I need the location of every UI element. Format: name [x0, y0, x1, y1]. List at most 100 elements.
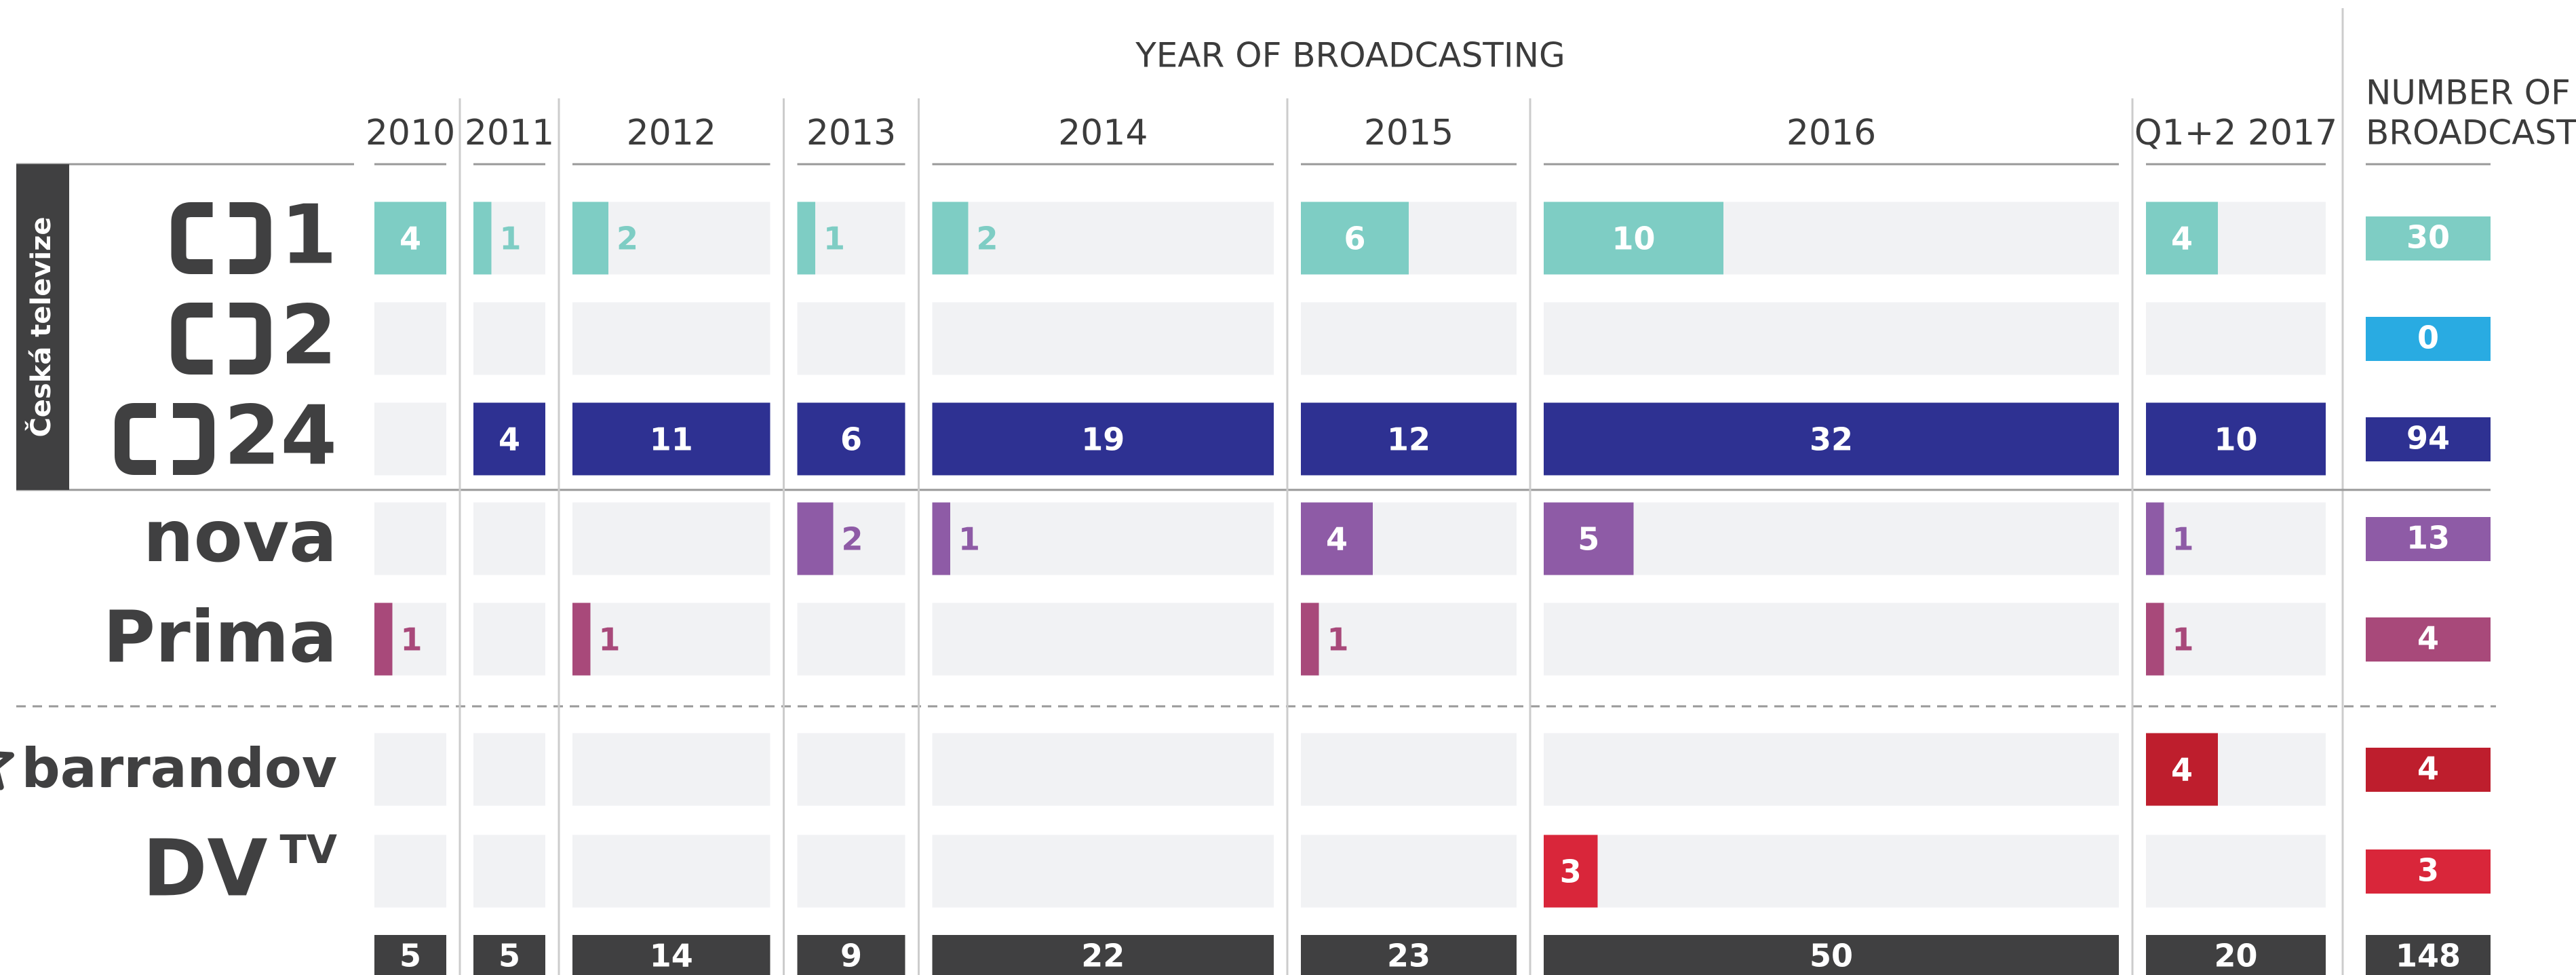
ct-logo: [115, 403, 156, 475]
cell: [1544, 502, 2119, 575]
column-total-label: 23: [1387, 938, 1430, 974]
bar: [1544, 202, 1723, 275]
bar-label: 1: [599, 622, 621, 658]
bar-label: 1: [500, 221, 522, 257]
cell: [1301, 603, 1517, 676]
cell: [797, 733, 905, 806]
total-box: [2366, 317, 2491, 361]
bar: [932, 402, 1274, 476]
grand-total-label: 148: [2396, 938, 2461, 974]
bar-label: 1: [958, 521, 980, 558]
bar-label: 2: [617, 221, 638, 257]
bar-label: 1: [2172, 521, 2194, 558]
total-label: 13: [2406, 520, 2450, 556]
bar-label: 4: [1326, 521, 1348, 558]
total-box: [2366, 617, 2491, 662]
bar-label: 1: [401, 622, 423, 658]
bar: [797, 402, 905, 476]
bar-label: 10: [2214, 421, 2257, 458]
bar: [473, 202, 492, 275]
bar-label: 1: [1327, 622, 1349, 658]
total-box: [2366, 517, 2491, 561]
column-label: 2011: [465, 113, 554, 153]
total-label: 4: [2417, 620, 2439, 657]
group-strip: [16, 164, 69, 490]
bar-label: 4: [2171, 752, 2193, 788]
bar: [1544, 502, 1634, 575]
bar-label: 2: [842, 521, 863, 558]
cell: [572, 603, 770, 676]
bar: [1544, 402, 2119, 476]
cell: [1301, 733, 1517, 806]
total-title: BROADCASTS: [2366, 113, 2576, 153]
total-label: 0: [2417, 320, 2439, 356]
total-title: NUMBER OF: [2366, 73, 2571, 113]
cell: [797, 603, 905, 676]
cell: [374, 502, 446, 575]
bar: [2146, 603, 2164, 676]
bar: [374, 202, 446, 275]
channel-label: nova: [143, 495, 337, 578]
total-label: 3: [2417, 852, 2439, 889]
cell: [932, 202, 1274, 275]
total-box: [2366, 417, 2491, 461]
column-total-label: 22: [1081, 938, 1125, 974]
cell: [1301, 302, 1517, 375]
total-box: [2366, 849, 2491, 894]
channel-label-sup: TV: [280, 826, 338, 873]
column-label: 2014: [1058, 113, 1148, 153]
channel-label: Prima: [103, 596, 337, 678]
channel-label: barrandov: [22, 737, 337, 800]
bar: [2146, 202, 2218, 275]
bar: [2146, 502, 2164, 575]
bar: [2146, 733, 2218, 806]
cell: [932, 302, 1274, 375]
bar: [1301, 202, 1409, 275]
bar-label: 4: [399, 221, 421, 257]
column-total-label: 5: [399, 938, 421, 974]
grand-total-box: [2366, 935, 2491, 975]
cell: [932, 835, 1274, 908]
cell: [473, 603, 545, 676]
ct-logo: [229, 303, 271, 375]
column-label: 2013: [806, 113, 896, 153]
total-box: [2366, 748, 2491, 792]
cell: [2146, 835, 2326, 908]
total-box: [2366, 216, 2491, 261]
column-total-label: 50: [1810, 938, 1853, 974]
column-total-box: [1301, 935, 1517, 975]
column-total-box: [572, 935, 770, 975]
bar-label: 12: [1387, 421, 1430, 458]
cell: [1544, 302, 2119, 375]
bar: [572, 603, 591, 676]
bar: [2146, 402, 2326, 476]
bar-label: 10: [1612, 221, 1655, 257]
cell: [374, 733, 446, 806]
column-total-label: 20: [2214, 938, 2257, 974]
cell: [473, 302, 545, 375]
ct-logo: [173, 403, 214, 475]
column-label: 2012: [627, 113, 716, 153]
channel-label: 24: [224, 389, 337, 484]
cell: [797, 302, 905, 375]
bar-label: 19: [1081, 421, 1125, 458]
bar-label: 6: [1344, 221, 1365, 257]
column-total-label: 14: [650, 938, 693, 974]
bar: [932, 502, 950, 575]
bar-label: 11: [650, 421, 693, 458]
cell: [2146, 302, 2326, 375]
bar-label: 5: [1578, 521, 1599, 558]
cell: [473, 733, 545, 806]
bar-label: 2: [977, 221, 998, 257]
star-logo: [0, 751, 14, 790]
cell: [374, 302, 446, 375]
column-label: 2016: [1787, 113, 1876, 153]
column-total-box: [797, 935, 905, 975]
cell: [932, 502, 1274, 575]
column-total-box: [932, 935, 1274, 975]
column-label: Q1+2 2017: [2134, 113, 2338, 153]
bar: [1301, 603, 1319, 676]
cell: [2146, 603, 2326, 676]
column-total-box: [2146, 935, 2326, 975]
